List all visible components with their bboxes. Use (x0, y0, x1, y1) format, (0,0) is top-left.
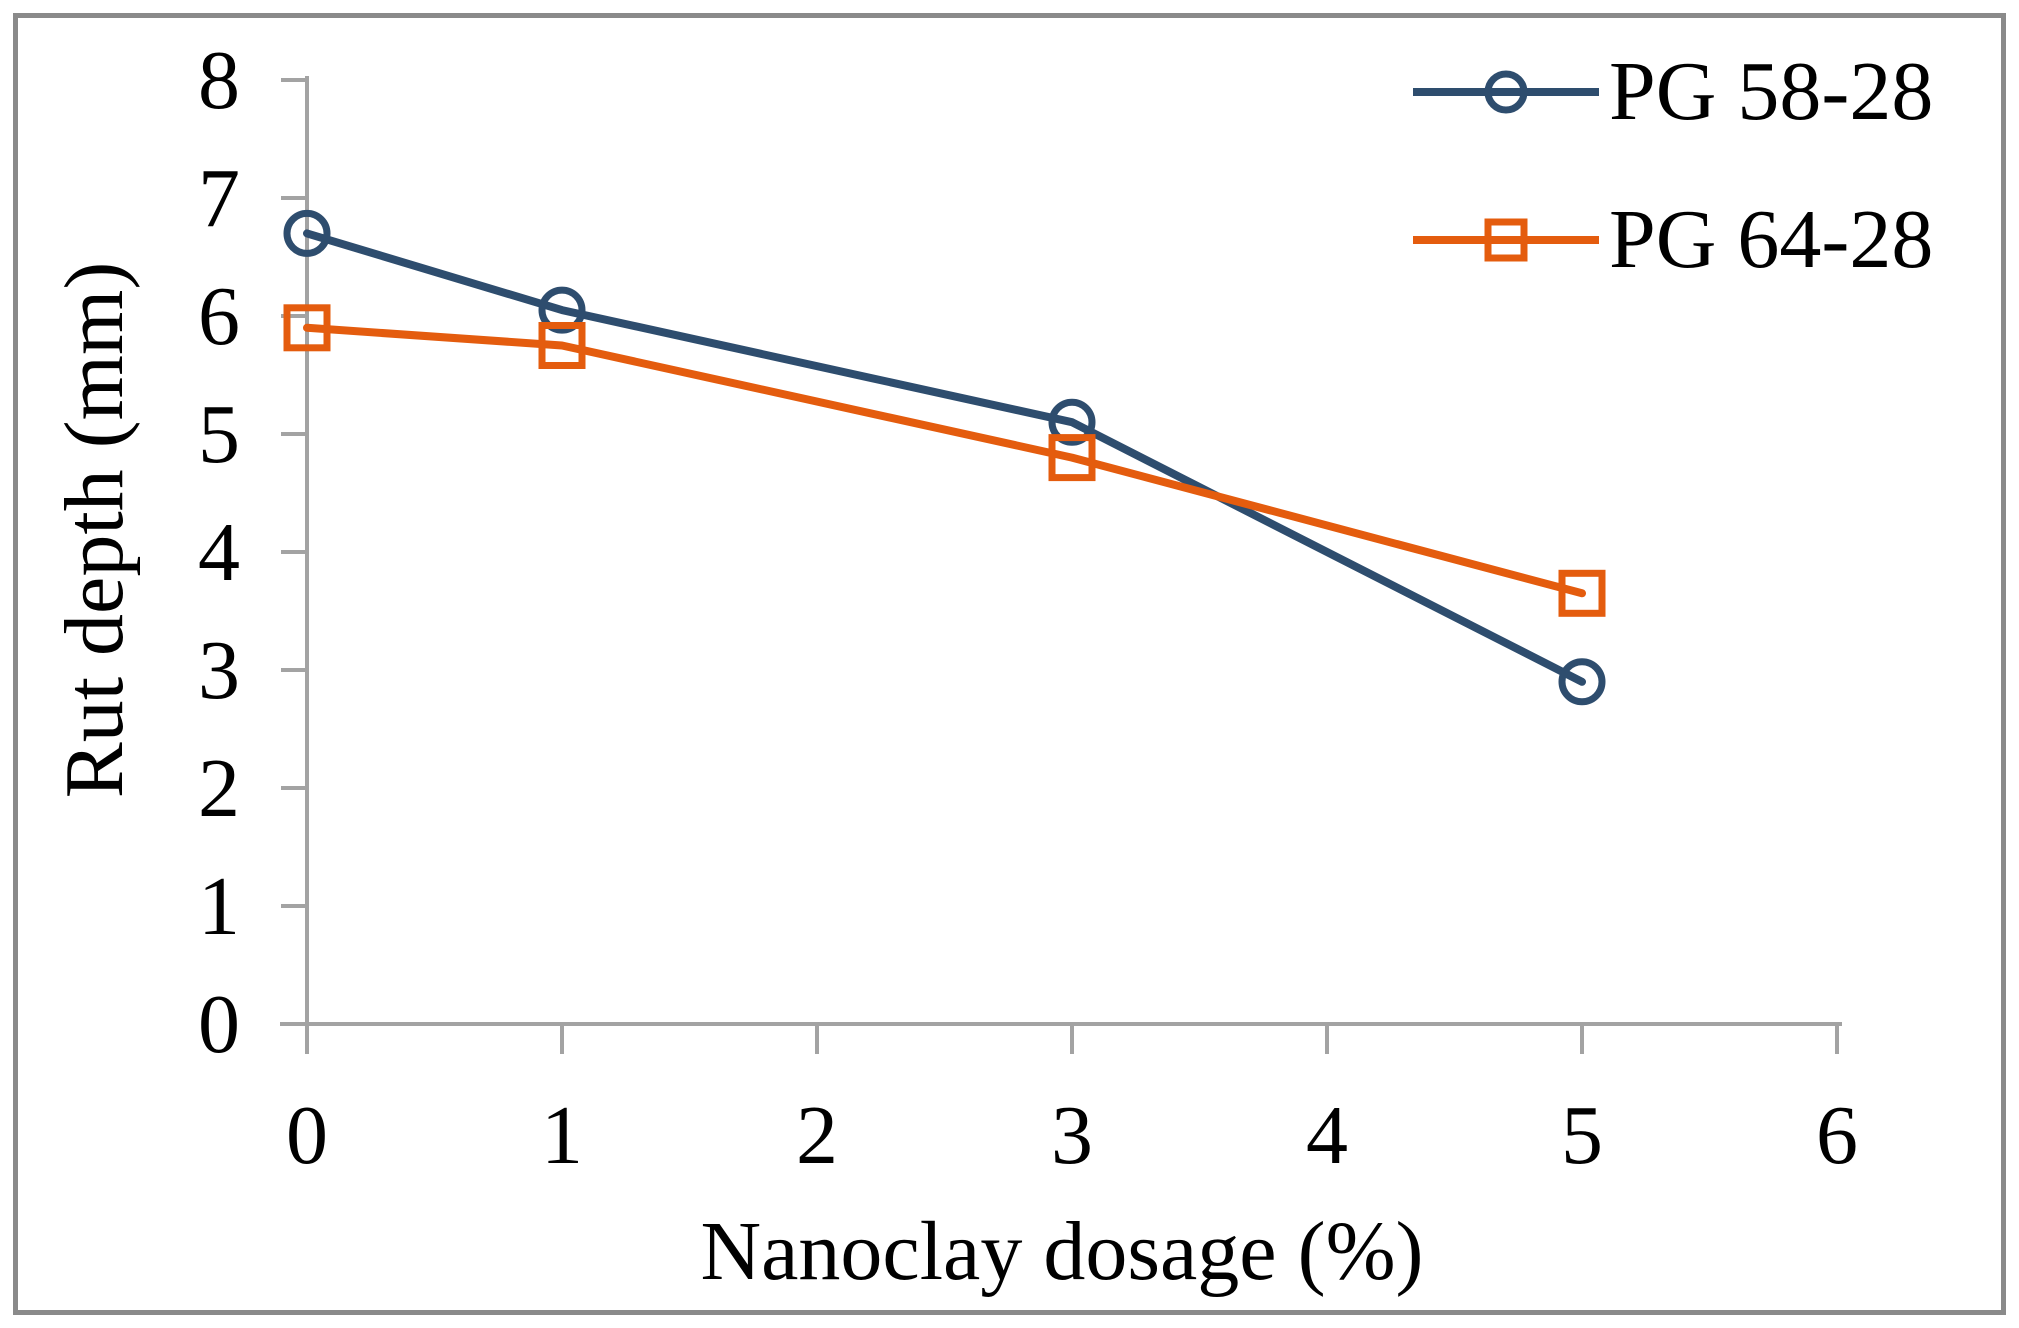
y-tick-label: 6 (198, 270, 240, 363)
y-tick-label: 5 (198, 388, 240, 481)
x-tick-label: 6 (1816, 1089, 1858, 1182)
data-point-circle (1048, 398, 1096, 446)
series-line-pg-64-28 (303, 323, 1586, 598)
legend-item-pg-64-28: PG 64-28 (1411, 190, 1933, 290)
y-axis-title: Rut depth (mm) (48, 261, 141, 799)
series-line-pg-58-28 (303, 229, 1586, 686)
data-point-square (283, 304, 331, 352)
y-tick-label: 0 (198, 978, 240, 1071)
x-tick-label: 1 (541, 1089, 583, 1182)
x-tick-label: 4 (1306, 1089, 1348, 1182)
data-point-circle (538, 286, 586, 334)
legend-label: PG 64-28 (1609, 193, 1934, 286)
legend-line-square-icon (1413, 218, 1599, 262)
legend-label: PG 58-28 (1609, 45, 1934, 138)
y-tick-label: 2 (198, 742, 240, 835)
x-tick-label: 3 (1051, 1089, 1093, 1182)
data-point-square (1048, 434, 1096, 482)
x-tick-label: 0 (286, 1089, 328, 1182)
data-point-circle (1558, 658, 1606, 706)
data-point-square (1558, 569, 1606, 617)
y-tick-label: 4 (198, 506, 240, 599)
data-point-square (538, 322, 586, 369)
x-tick-label: 5 (1561, 1089, 1603, 1182)
legend-item-pg-58-28: PG 58-28 (1411, 42, 1933, 142)
legend-line-circle-icon (1413, 70, 1599, 114)
data-point-circle (283, 209, 331, 257)
x-tick-label: 2 (796, 1089, 838, 1182)
y-tick-label: 8 (198, 34, 240, 127)
y-tick-label: 1 (198, 860, 240, 953)
y-tick-label: 3 (198, 624, 240, 717)
x-axis-title: Nanoclay dosage (%) (700, 1205, 1424, 1298)
y-tick-label: 7 (198, 152, 240, 245)
